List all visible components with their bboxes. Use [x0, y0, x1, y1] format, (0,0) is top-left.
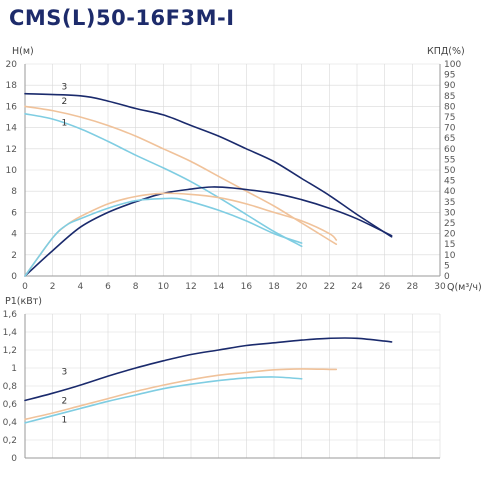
y2-tick-label: 0 — [444, 272, 450, 282]
y-tick-label: 20 — [6, 60, 18, 70]
y2-tick-label: 20 — [444, 230, 456, 240]
y2-tick-label: 60 — [444, 145, 456, 155]
x-tick-label: 0 — [22, 282, 28, 292]
y2-tick-label: 45 — [444, 177, 455, 187]
x-tick-label: 22 — [324, 282, 335, 292]
y-tick-label: 0,8 — [3, 382, 18, 392]
y2-tick-label: 95 — [444, 71, 455, 81]
y-tick-label: 10 — [6, 166, 18, 176]
head-efficiency-chart: 0246810121416182005101520253035404550556… — [6, 46, 482, 293]
y2-tick-label: 10 — [444, 251, 456, 261]
curve-label-1: 1 — [62, 118, 68, 128]
y2-tick-label: 90 — [444, 81, 456, 91]
series-head-1-line — [24, 113, 303, 248]
series-efficiency-3-line — [24, 186, 393, 277]
y-tick-label: 0,4 — [3, 418, 18, 428]
x-tick-label: 4 — [77, 282, 83, 292]
y2-tick-label: 15 — [444, 240, 455, 250]
y-tick-label: 2 — [11, 251, 17, 261]
y-tick-label: 0,2 — [3, 436, 17, 446]
x-tick-label: 20 — [296, 282, 308, 292]
x-tick-label: 10 — [158, 282, 170, 292]
series-efficiency-1-line — [24, 197, 303, 277]
series-power-1-line — [24, 376, 303, 424]
y2-tick-label: 25 — [444, 219, 455, 229]
y-tick-label: 1,4 — [3, 328, 18, 338]
y2-tick-label: 55 — [444, 155, 455, 165]
y2-tick-label: 70 — [444, 124, 456, 134]
y2-tick-label: 80 — [444, 102, 456, 112]
x-tick-label: 26 — [379, 282, 391, 292]
x-tick-label: 2 — [50, 282, 56, 292]
y-tick-label: 0 — [11, 272, 17, 282]
curve-label-2: 2 — [62, 97, 68, 107]
x-axis-label: Q(м³/ч) — [447, 282, 482, 293]
x-tick-label: 14 — [213, 282, 225, 292]
y-tick-label: 18 — [6, 81, 18, 91]
power-chart: 0 0,2 0,4 0,6 0,8 1 1,2 1,4 1,6 P1(кВт) 3 2 1 — [3, 296, 441, 464]
curve-label-1: 1 — [62, 415, 68, 425]
x-tick-label: 6 — [105, 282, 111, 292]
y2-tick-label: 85 — [444, 92, 455, 102]
y-tick-label: 14 — [6, 124, 18, 134]
x-tick-label: 12 — [185, 282, 196, 292]
y-tick-label: 4 — [11, 230, 17, 240]
x-tick-label: 28 — [407, 282, 419, 292]
series-head-3-line — [24, 92, 393, 238]
y2-tick-label: 5 — [444, 261, 450, 271]
y2-tick-label: 100 — [444, 60, 461, 70]
y-tick-label: 6 — [11, 208, 17, 218]
y-tick-label: 16 — [6, 102, 18, 112]
x-tick-label: 18 — [268, 282, 280, 292]
series-head-2-line — [24, 105, 338, 245]
y2-tick-label: 40 — [444, 187, 456, 197]
y2-tick-label: 30 — [444, 208, 456, 218]
x-tick-label: 16 — [241, 282, 253, 292]
y2-tick-label: 50 — [444, 166, 456, 176]
curve-label-3: 3 — [62, 368, 68, 378]
y-axis-label: P1(кВт) — [5, 296, 42, 307]
curve-label-2: 2 — [62, 396, 68, 406]
series-power-2-line — [24, 368, 338, 421]
x-tick-label: 24 — [351, 282, 363, 292]
y-tick-label: 0 — [11, 454, 17, 464]
grid — [24, 63, 441, 277]
grid — [24, 313, 441, 459]
curve-label-3: 3 — [62, 82, 68, 92]
x-tick-label: 30 — [434, 282, 446, 292]
y2-tick-label: 35 — [444, 198, 455, 208]
series-power-3-line — [24, 337, 393, 402]
y-tick-label: 0,6 — [3, 400, 18, 410]
y-tick-label: 12 — [6, 145, 17, 155]
y-tick-label: 8 — [11, 187, 17, 197]
chart-title: CMS(L)50-16F3M-I — [9, 6, 235, 30]
x-tick-label: 8 — [133, 282, 139, 292]
y2-axis-label: КПД(%) — [427, 46, 465, 57]
y-tick-label: 1,2 — [3, 346, 17, 356]
y2-tick-label: 75 — [444, 113, 455, 123]
y-tick-label: 1 — [11, 364, 17, 374]
y2-tick-label: 65 — [444, 134, 455, 144]
y-axis-label: H(м) — [12, 46, 34, 57]
y-tick-label: 1,6 — [3, 310, 18, 320]
